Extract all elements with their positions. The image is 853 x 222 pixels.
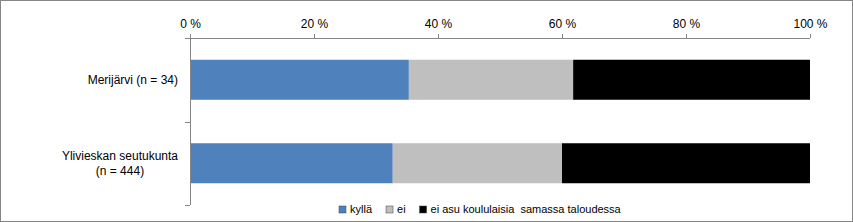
legend: kyllä ei ei asu koululaisia samassa taloud…: [339, 203, 622, 215]
x-tick: [314, 34, 315, 38]
x-tick: [190, 34, 191, 38]
legend-swatch: [339, 206, 346, 213]
x-tick-label: 100 %: [793, 17, 827, 31]
x-tick: [686, 34, 687, 38]
legend-swatch: [386, 206, 393, 213]
x-tick: [438, 34, 439, 38]
chart-frame: [1, 1, 853, 222]
bar: [190, 60, 409, 100]
x-tick: [810, 34, 811, 38]
chart: 0 % 20 % 40 % 60 % 80 % 100 % Merijärvi (n = 3…: [0, 0, 853, 222]
category-label: Merijärvi (n = 34): [88, 73, 178, 87]
legend-label: kyllä: [350, 203, 373, 215]
x-tick-label: 40 %: [425, 17, 453, 31]
legend-swatch: [420, 206, 427, 213]
bar: [190, 143, 393, 183]
x-tick-label: 80 %: [673, 17, 701, 31]
x-tick: [562, 34, 563, 38]
category-tick: [185, 205, 190, 206]
bar: [393, 143, 562, 183]
x-axis: [190, 38, 810, 39]
category-label-line: (n = 444): [96, 164, 144, 178]
x-tick-label: 0 %: [180, 17, 201, 31]
category-tick: [185, 38, 190, 39]
x-tick-label: 60 %: [549, 17, 577, 31]
y-axis: [190, 38, 191, 205]
x-tick-label: 20 %: [301, 17, 329, 31]
category-label: Ylivieskan seutukunta(n = 444): [62, 149, 178, 178]
bar: [409, 60, 573, 100]
bar: [562, 143, 810, 183]
legend-label: ei: [397, 203, 406, 215]
category-label-line: Ylivieskan seutukunta: [62, 149, 178, 163]
category-tick: [185, 122, 190, 123]
bar: [573, 60, 810, 100]
legend-label: ei asu koululaisia samassa taloudessa: [431, 203, 622, 215]
category-label-line: Merijärvi (n = 34): [88, 73, 178, 87]
bars: [190, 60, 810, 184]
